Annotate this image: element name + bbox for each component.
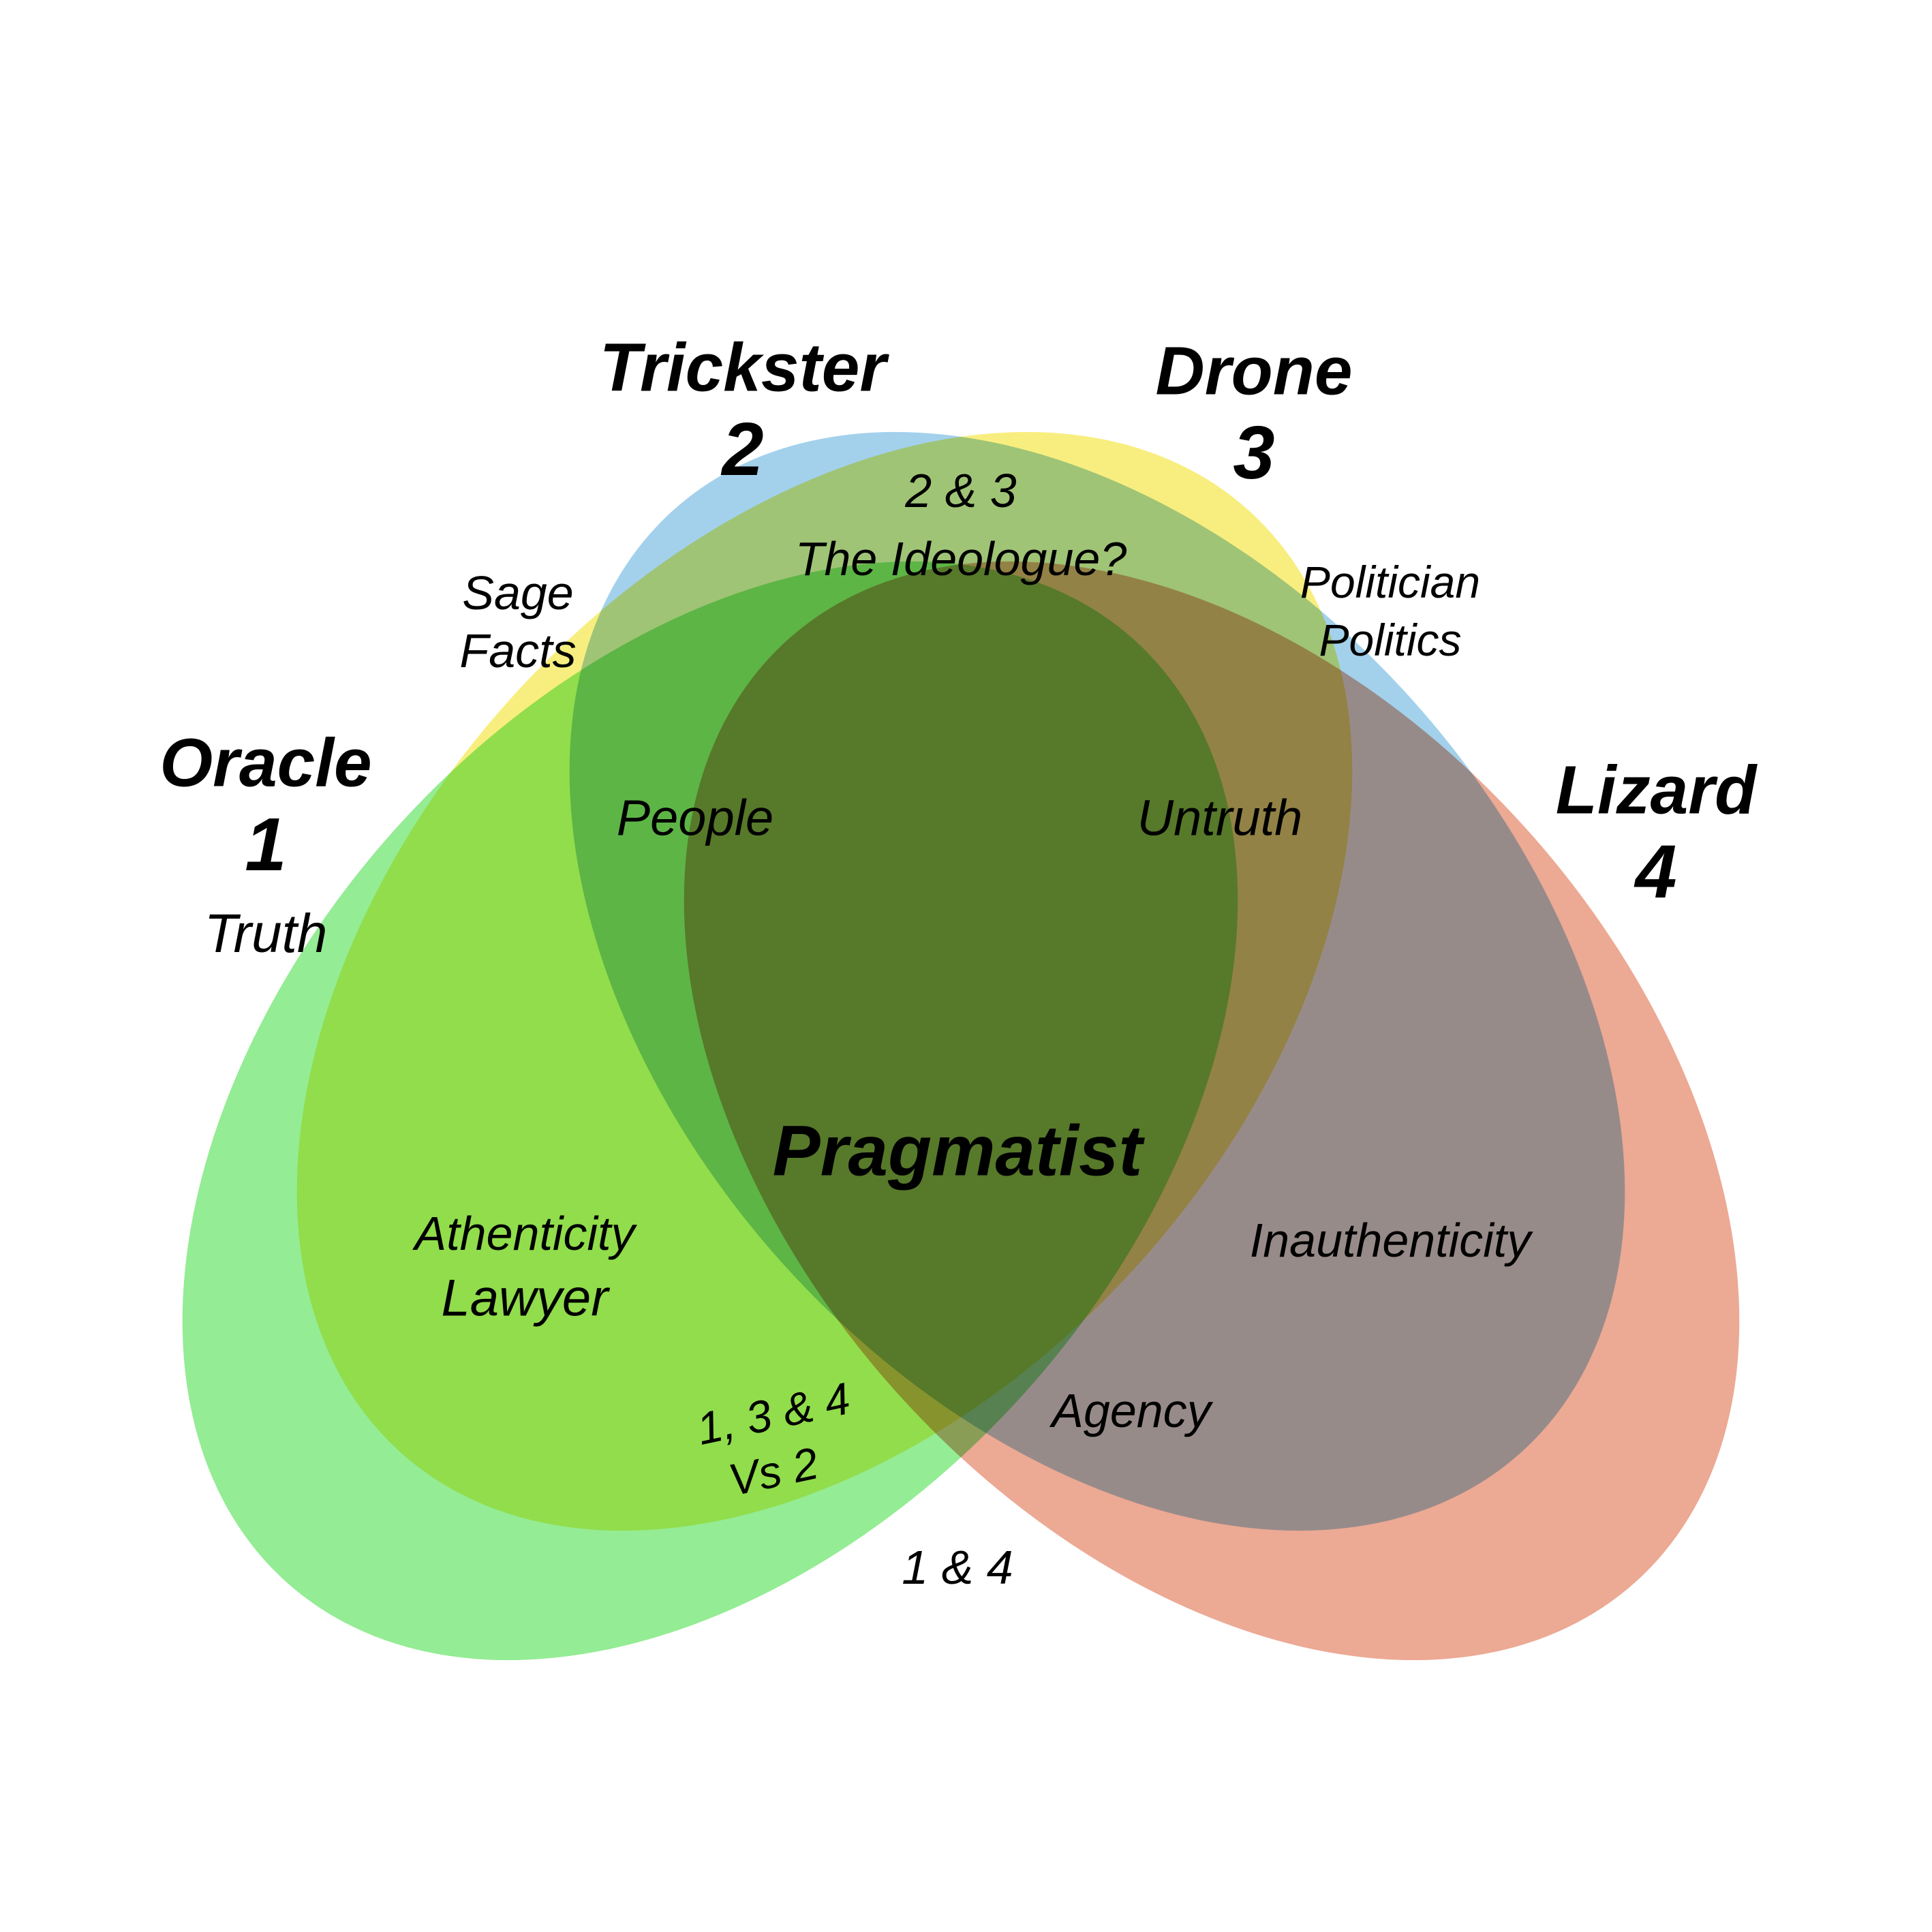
- region-label-r13a: Athenticity: [415, 1206, 635, 1261]
- set-title-set3: Drone: [1156, 333, 1353, 411]
- region-label-r12b: Facts: [459, 624, 576, 679]
- venn-svg: [0, 0, 1932, 1932]
- set-attribute-set1: Truth: [204, 902, 328, 965]
- region-label-r123: People: [617, 788, 773, 846]
- region-label-r23a: 2 & 3: [905, 463, 1016, 519]
- set-number-set2: 2: [722, 407, 763, 493]
- region-label-r12a: Sage: [462, 566, 573, 621]
- venn-diagram: Oracle1 Truth Trickster2 Drone3 Lizard4 SageF…: [0, 0, 1932, 1932]
- region-label-r24: Inauthenticity: [1250, 1213, 1531, 1268]
- region-label-r34a: Politician: [1300, 557, 1480, 609]
- region-label-r13b: Lawyer: [442, 1268, 609, 1328]
- set-title-set1: Oracle: [159, 724, 371, 803]
- region-label-r14: 1 & 4: [902, 1540, 1013, 1595]
- set-number-set1: 1: [245, 802, 286, 889]
- set-number-set4: 4: [1635, 829, 1676, 916]
- region-label-r124: Agency: [1052, 1383, 1210, 1439]
- region-label-r23b: The Ideologue?: [795, 532, 1127, 587]
- set-title-set2: Trickster: [600, 329, 887, 408]
- region-label-center: Pragmatist: [773, 1111, 1143, 1193]
- set-number-set3: 3: [1233, 410, 1274, 497]
- region-label-r34b: Politics: [1319, 615, 1461, 666]
- region-label-r234: Untruth: [1137, 788, 1303, 846]
- set-title-set4: Lizard: [1556, 752, 1756, 830]
